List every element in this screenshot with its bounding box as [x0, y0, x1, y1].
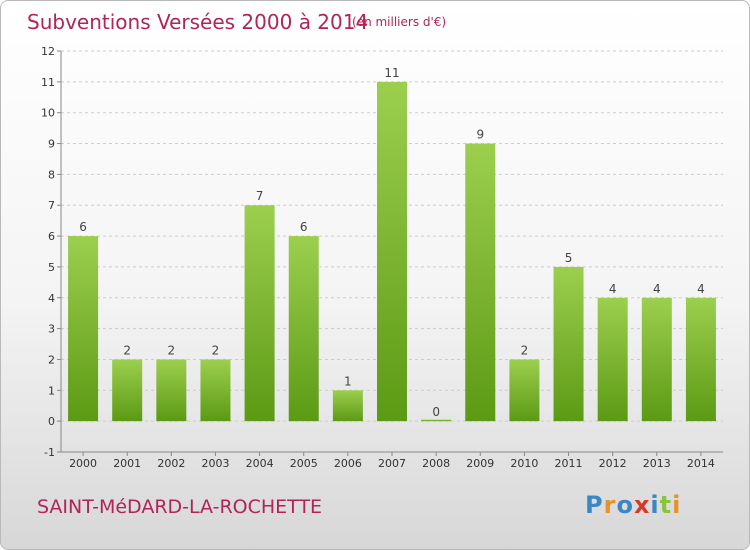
bar — [685, 297, 716, 422]
y-tick-label: 7 — [48, 199, 55, 212]
y-tick-label: 9 — [48, 138, 55, 151]
bar — [156, 359, 187, 422]
logo-letter: o — [616, 491, 634, 519]
bar-value-label: 11 — [384, 66, 399, 80]
bar — [200, 359, 231, 422]
chart-title: Subventions Versées 2000 à 2014 — [27, 10, 369, 34]
x-tick-label: 2003 — [201, 457, 229, 470]
bar-value-label: 7 — [256, 189, 264, 203]
bar — [465, 143, 496, 422]
bar — [377, 81, 407, 422]
y-tick-label: 12 — [41, 45, 55, 58]
bar — [509, 359, 540, 422]
x-tick-label: 2006 — [334, 457, 362, 470]
bar — [597, 297, 628, 422]
bar — [68, 236, 99, 422]
bar-value-label: 0 — [432, 405, 440, 419]
logo-letter: P — [585, 491, 604, 519]
bar-value-label: 6 — [300, 220, 308, 234]
x-tick-label: 2013 — [643, 457, 671, 470]
x-tick-label: 2005 — [290, 457, 318, 470]
bar-value-label: 2 — [123, 343, 131, 357]
bar — [421, 419, 452, 422]
bar-value-label: 4 — [609, 282, 617, 296]
bar — [112, 359, 143, 422]
logo-letter: x — [633, 491, 651, 519]
logo-letter: i — [672, 491, 682, 519]
commune-name: SAINT-MéDARD-LA-ROCHETTE — [37, 496, 323, 518]
y-tick-label: 2 — [48, 353, 55, 366]
bar-value-label: 5 — [565, 251, 573, 265]
logo-letter: t — [659, 491, 673, 519]
bar — [641, 297, 672, 422]
x-tick-label: 2002 — [157, 457, 185, 470]
y-tick-label: -1 — [44, 446, 55, 459]
bar-value-label: 4 — [653, 282, 661, 296]
bar-value-label: 6 — [79, 220, 87, 234]
y-tick-label: 3 — [48, 323, 55, 336]
y-tick-label: 4 — [48, 292, 55, 305]
x-tick-label: 2010 — [510, 457, 538, 470]
x-tick-label: 2011 — [555, 457, 583, 470]
bar-value-label: 2 — [168, 343, 176, 357]
y-tick-label: 6 — [48, 230, 55, 243]
bar — [288, 236, 319, 422]
y-tick-label: 8 — [48, 168, 55, 181]
bar — [332, 390, 363, 422]
logo-letter: r — [603, 491, 617, 519]
bar-value-label: 9 — [476, 128, 484, 142]
y-tick-label: 1 — [48, 384, 55, 397]
x-tick-label: 2009 — [466, 457, 494, 470]
chart-subtitle: (en milliers d'€) — [352, 15, 447, 29]
x-tick-label: 2000 — [69, 457, 97, 470]
bar — [553, 266, 584, 422]
y-tick-label: 0 — [48, 415, 55, 428]
x-tick-label: 2014 — [687, 457, 715, 470]
proxiti-logo[interactable]: Proxiti — [585, 491, 681, 519]
x-tick-label: 2004 — [246, 457, 274, 470]
bar — [244, 205, 275, 422]
x-tick-label: 2001 — [113, 457, 141, 470]
bar-value-label: 2 — [212, 343, 220, 357]
y-tick-label: 10 — [41, 107, 55, 120]
bar-value-label: 4 — [697, 282, 705, 296]
bar-value-label: 2 — [521, 343, 529, 357]
y-tick-label: 5 — [48, 261, 55, 274]
x-tick-label: 2012 — [599, 457, 627, 470]
x-tick-label: 2007 — [378, 457, 406, 470]
x-tick-label: 2008 — [422, 457, 450, 470]
y-tick-label: 11 — [41, 76, 55, 89]
logo-letter: i — [650, 491, 660, 519]
bar-value-label: 1 — [344, 374, 352, 388]
